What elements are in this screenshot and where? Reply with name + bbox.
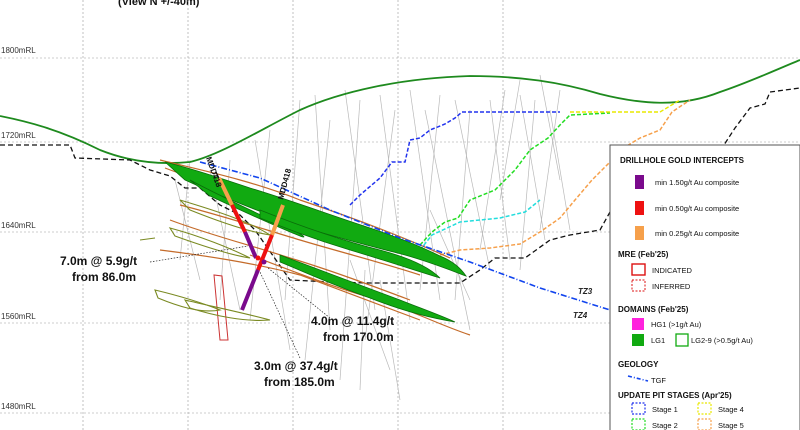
lg1-domain-3: [259, 209, 441, 279]
legend-domains-title: DOMAINS (Feb'25): [618, 305, 689, 314]
current-pit-outline: [0, 87, 800, 284]
legend-swatch-orange: [635, 226, 644, 240]
legend-indicated: INDICATED: [652, 266, 692, 275]
topography-line: [0, 59, 800, 164]
legend-lg29: LG2-9 (>0.5g/t Au): [691, 336, 753, 345]
callout-leaders: [149, 245, 331, 359]
legend-tgf-line: [627, 375, 649, 382]
legend-swatch-stage4: [697, 402, 712, 415]
legend-intercepts-title: DRILLHOLE GOLD INTERCEPTS: [620, 156, 745, 165]
legend-stage4: Stage 4: [718, 405, 744, 414]
legend-swatch-inferred: [631, 279, 646, 292]
callout-1-line1: 7.0m @ 5.9g/t: [60, 254, 137, 268]
legend-box: [609, 144, 800, 430]
legend-stage5: Stage 5: [718, 421, 744, 430]
callout-2-line1: 4.0m @ 11.4g/t: [311, 314, 394, 328]
legend-swatch-lg1: [632, 334, 644, 346]
drillhole-mdd418-b: [240, 204, 285, 311]
legend-stage2: Stage 2: [652, 421, 678, 430]
pit-stage-4: [570, 99, 681, 113]
legend-intercept-1: min 1.50g/t Au composite: [655, 178, 739, 187]
legend-swatch-hg1: [632, 318, 644, 330]
legend-swatch-purple: [635, 175, 644, 189]
legend-swatch-lg29: [675, 333, 689, 347]
pit-stage-cyan: [419, 199, 541, 251]
legend-inferred: INFERRED: [652, 282, 691, 291]
tgf-fault: [199, 161, 611, 311]
legend-swatch-stage2: [631, 418, 646, 430]
legend-mre-title: MRE (Feb'25): [618, 250, 669, 259]
callout-3-line2: from 185.0m: [264, 375, 335, 389]
fault-label-tz3: TZ3: [578, 287, 593, 296]
legend-intercept-2: min 0.50g/t Au composite: [655, 204, 739, 213]
callout-1-line2: from 86.0m: [72, 270, 136, 284]
callout-3-line1: 3.0m @ 37.4g/t: [254, 359, 338, 373]
legend-geology-title: GEOLOGY: [618, 360, 659, 369]
view-title: (View N +/-40m): [118, 0, 200, 8]
callout-2-line2: from 170.0m: [323, 330, 394, 344]
legend-hg1: HG1 (>1g/t Au): [651, 320, 702, 329]
pit-stage-5: [439, 99, 691, 256]
rl-label-1560: 1560mRL: [1, 312, 36, 321]
legend-lg1: LG1: [651, 336, 665, 345]
pit-stage-1: [349, 111, 560, 206]
inferred-shell: [213, 274, 229, 341]
legend-swatch-stage5: [697, 418, 712, 430]
rl-label-1640: 1640mRL: [1, 221, 36, 230]
legend-stage1: Stage 1: [652, 405, 678, 414]
lg1-domain-4: [279, 254, 456, 323]
rl-label-1480: 1480mRL: [1, 402, 36, 411]
pit-stage-2: [419, 112, 611, 246]
rl-label-1720: 1720mRL: [1, 131, 36, 140]
legend-swatch-stage1: [631, 402, 646, 415]
legend-pit-title: UPDATE PIT STAGES (Apr'25): [618, 391, 732, 400]
legend-tgf: TGF: [651, 376, 666, 385]
fault-label-tz4: TZ4: [573, 311, 588, 320]
drillhole-mdd418-a: [215, 171, 258, 259]
legend-swatch-red: [635, 201, 644, 215]
drillhole-label-b: MDD418: [276, 167, 293, 200]
rl-label-1800: 1800mRL: [1, 46, 36, 55]
legend-intercept-3: min 0.25g/t Au composite: [655, 229, 739, 238]
legend-swatch-indicated: [631, 263, 646, 276]
legend: DRILLHOLE GOLD INTERCEPTS min 1.50g/t Au…: [609, 144, 800, 430]
